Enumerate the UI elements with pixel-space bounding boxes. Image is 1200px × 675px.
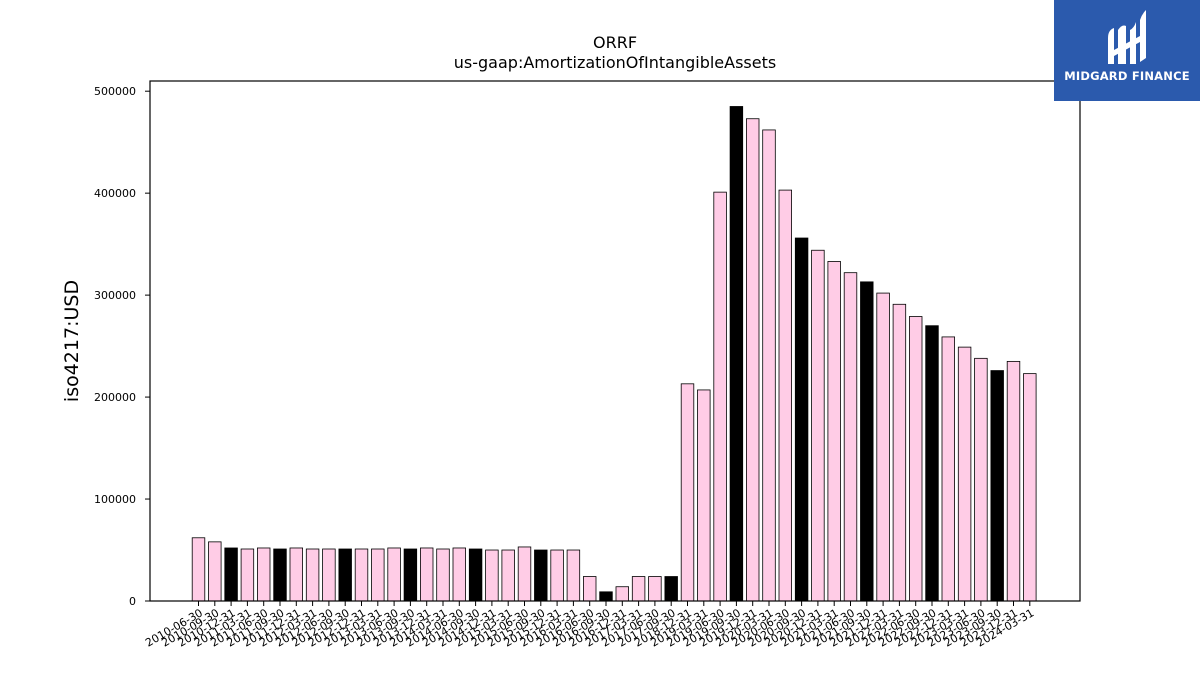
bar-2020-09-30	[794, 237, 809, 602]
bar-2023-03-31	[957, 346, 972, 602]
chart-subtitle: us-gaap:AmortizationOfIntangibleAssets	[454, 53, 776, 72]
brand-name: MIDGARD FINANCE	[1064, 69, 1190, 83]
y-tick-label: 200000	[94, 391, 136, 404]
y-axis-label: iso4217:USD	[61, 280, 83, 402]
bar-2019-12-31	[746, 118, 760, 602]
bar-2011-03-31	[240, 548, 255, 602]
bar-2019-03-31	[697, 389, 711, 602]
bar-2012-12-31	[354, 548, 369, 602]
bar-2019-06-30	[713, 191, 727, 602]
midgard-logo-mark-icon	[1108, 10, 1146, 64]
bar-2014-06-30	[452, 547, 467, 602]
y-tick-label: 400000	[94, 187, 136, 200]
bar-2015-12-31	[550, 549, 564, 602]
bar-2021-06-30	[843, 272, 858, 602]
bar-2016-12-31	[615, 586, 630, 602]
bar-2021-12-31	[876, 292, 890, 602]
bar-2012-03-31	[305, 548, 320, 602]
bar-2020-12-31	[811, 249, 825, 602]
bar-2021-09-30	[860, 281, 874, 602]
bar-2020-06-30	[778, 189, 793, 602]
bar-2017-09-30	[664, 576, 678, 602]
bar-2023-09-30	[990, 370, 1004, 602]
bar-2016-03-31	[566, 549, 581, 602]
x-axis: 2010-06-302010-09-302010-12-312011-03-31…	[143, 601, 1036, 650]
bar-2016-06-30	[583, 576, 597, 602]
y-tick-label: 500000	[94, 85, 136, 98]
bar-2022-06-30	[909, 316, 923, 602]
bar-2016-09-30	[599, 591, 613, 602]
bar-2011-12-31	[289, 547, 304, 602]
bar-2024-03-31	[1023, 373, 1037, 602]
y-tick-label: 100000	[94, 493, 136, 506]
bar-2023-12-31	[1006, 360, 1021, 602]
plot-frame	[149, 80, 1081, 602]
chart-title: ORRF	[593, 33, 637, 52]
bar-2018-12-31	[680, 383, 695, 602]
bar-2010-09-30	[208, 541, 222, 602]
y-axis: 0 100000 200000 300000 400000 500000	[94, 85, 150, 608]
bar-2013-09-30	[403, 548, 418, 602]
bar-2022-12-31	[941, 336, 956, 602]
bar-2013-12-31	[419, 547, 434, 602]
bar-2022-03-31	[892, 303, 907, 602]
bar-2012-09-30	[338, 548, 352, 602]
bars-group	[191, 106, 1037, 602]
bar-2015-03-31	[501, 549, 515, 602]
bar-2015-09-30	[534, 549, 548, 602]
bar-2015-06-30	[517, 546, 532, 602]
bar-2021-03-31	[827, 261, 841, 602]
y-tick-label: 300000	[94, 289, 136, 302]
bar-2020-03-31	[762, 129, 776, 602]
bar-2011-06-30	[256, 547, 271, 602]
bar-2017-03-31	[631, 576, 646, 602]
bar-2017-06-30	[648, 576, 662, 602]
bar-2010-12-31	[224, 547, 238, 602]
bar-2014-12-31	[485, 549, 499, 602]
bar-2011-09-30	[273, 548, 287, 602]
bar-2014-09-30	[468, 548, 483, 602]
bar-2013-03-31	[371, 548, 385, 602]
bar-2019-09-30	[729, 106, 744, 602]
bar-2013-06-30	[387, 547, 401, 602]
bar-2010-06-30	[191, 537, 206, 602]
bar-2014-03-31	[436, 548, 450, 602]
midgard-finance-logo: MIDGARD FINANCE	[1054, 0, 1200, 101]
bar-2012-06-30	[322, 548, 336, 602]
y-tick-label: 0	[129, 595, 136, 608]
bar-2022-09-30	[925, 325, 939, 602]
bar-2023-06-30	[974, 357, 988, 602]
